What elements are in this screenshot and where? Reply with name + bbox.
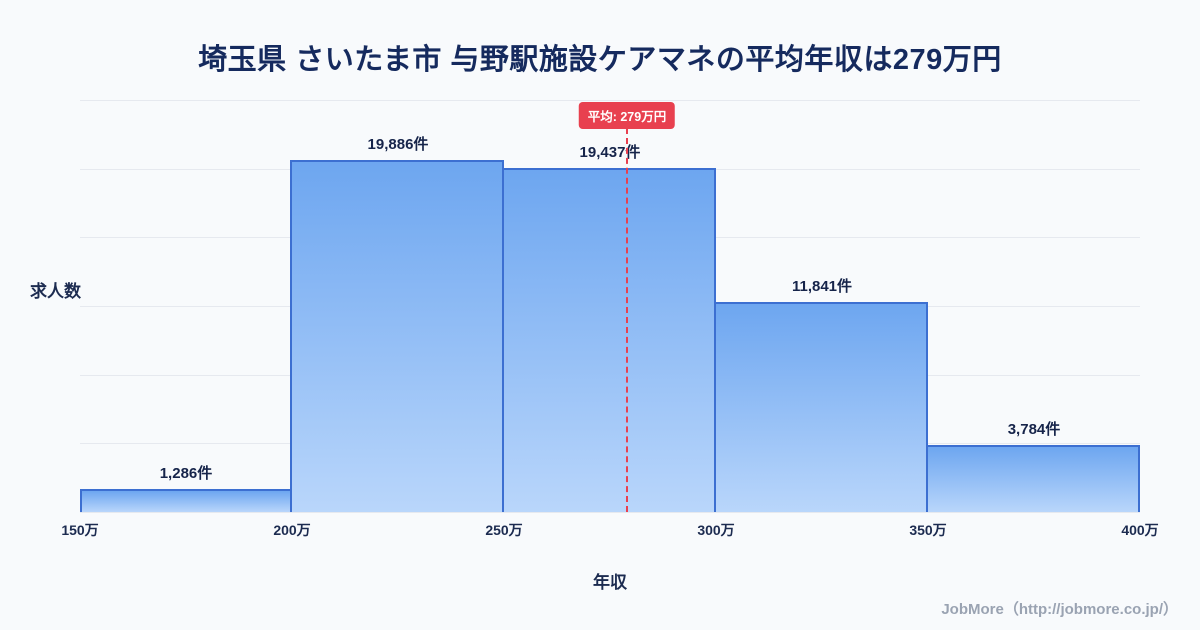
bar-value-label: 19,886件 — [367, 136, 429, 154]
bar-value-label: 3,784件 — [1007, 421, 1061, 439]
histogram-bar — [80, 489, 292, 512]
x-axis-tick: 300万 — [697, 522, 735, 538]
bars-container: 1,286件 19,886件 19,437件 11,841件 3,784件 — [80, 100, 1140, 512]
x-axis-tick: 400万 — [1121, 522, 1159, 538]
bar-value-label: 11,841件 — [791, 278, 853, 296]
histogram-bar — [926, 445, 1140, 512]
x-axis-ticks: 150万 200万 250万 300万 350万 400万 — [61, 520, 1158, 540]
gridline — [80, 512, 1140, 513]
x-axis-label: 年収 — [593, 573, 627, 592]
bar-value-label: 1,286件 — [159, 465, 213, 483]
x-axis-tick: 200万 — [273, 522, 311, 538]
x-axis-tick: 250万 — [485, 522, 523, 538]
plot-area: 1,286件 19,886件 19,437件 11,841件 3,784件 平均: 27… — [61, 100, 1159, 538]
x-axis-tick: 350万 — [909, 522, 947, 538]
histogram-bar — [290, 160, 504, 512]
chart-title: 埼玉県 さいたま市 与野駅施設ケアマネの平均年収は279万円 — [198, 44, 1002, 76]
average-badge: 平均: 279万円 — [578, 102, 676, 129]
gridline — [80, 100, 1140, 101]
y-axis-label: 求人数 — [30, 282, 81, 301]
x-axis-tick: 150万 — [61, 522, 99, 538]
footer-credit: JobMore（http://jobmore.co.jp/） — [941, 601, 1178, 618]
histogram-bar — [502, 168, 716, 512]
bar-value-label: 19,437件 — [579, 144, 641, 162]
average-line — [625, 128, 628, 512]
histogram-bar — [714, 302, 928, 512]
